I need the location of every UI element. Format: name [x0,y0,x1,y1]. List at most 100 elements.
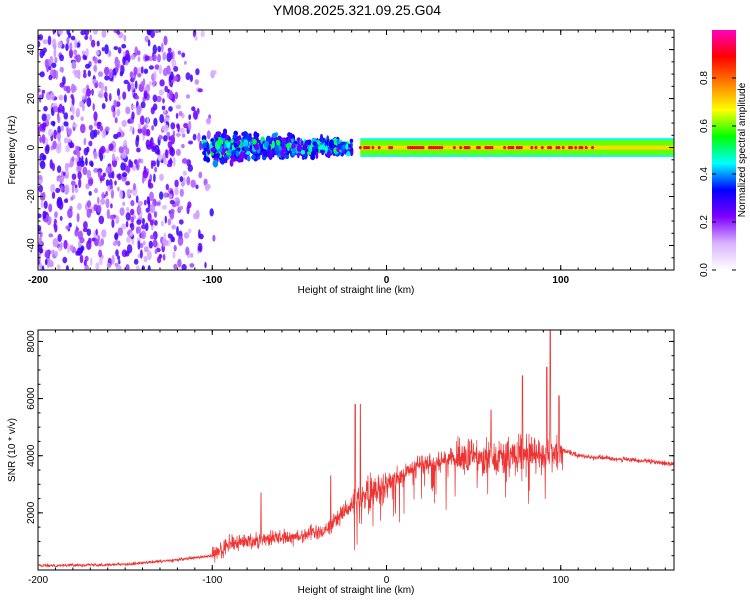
heatmap-cell [44,145,50,155]
heatmap-cell [38,174,43,180]
heatmap-cell [99,152,104,162]
heatmap-cell [114,262,119,267]
heatmap-cell [77,202,82,211]
heatmap-cell [150,106,155,115]
heatmap-cell [140,158,144,164]
heatmap-cell [92,30,99,35]
heatmap-cell [103,91,108,99]
heatmap-cell [320,137,326,144]
heatmap-cell [108,68,113,79]
heatmap-cell [415,146,419,150]
heatmap-cell [188,140,193,145]
heatmap-cell [101,191,105,200]
heatmap-cell [146,144,152,150]
heatmap-cell [132,165,137,172]
heatmap-cell [186,176,191,186]
heatmap-cell [252,139,257,145]
heatmap-cell [119,207,125,216]
heatmap-cell [42,154,47,161]
heatmap-cell [169,199,175,205]
heatmap-cell [146,30,152,36]
heatmap-cell [126,236,131,243]
heatmap-cell [161,204,167,210]
heatmap-cell [66,36,70,45]
heatmap-cell [146,116,149,124]
heatmap-cell [63,198,69,203]
heatmap-cell [271,133,277,138]
heatmap-cell [136,105,142,116]
heatmap-cell [110,189,114,199]
x-tick-label: 100 [552,275,569,286]
heatmap-cell [75,227,80,232]
heatmap-cell [106,208,110,219]
heatmap-cell [90,161,94,168]
heatmap-cell [175,104,182,110]
heatmap-cell [509,146,513,150]
heatmap-cell [123,139,128,147]
heatmap-cell [98,215,105,225]
heatmap-cell [96,40,100,47]
heatmap-cell [93,167,99,173]
heatmap-cell [189,263,195,268]
heatmap-cell [108,50,112,56]
heatmap-cell [93,151,98,160]
heatmap-cell [89,257,93,267]
heatmap-cell [65,225,70,230]
heatmap-cell [170,122,176,130]
heatmap-cell [139,115,145,125]
heatmap-cell [283,146,287,152]
heatmap-cell [129,71,134,79]
heatmap-cell [55,70,59,80]
heatmap-cell [109,93,112,102]
heatmap-cell [190,253,194,258]
heatmap-cell [137,127,143,134]
heatmap-cell [162,51,167,61]
heatmap-cell [390,146,394,150]
heatmap-cell [82,72,87,79]
heatmap-cell [104,66,110,76]
heatmap-cell [123,79,129,85]
heatmap-cell [210,138,215,143]
heatmap-cell [85,48,89,57]
heatmap-cell [478,146,481,150]
heatmap-cell [140,66,144,74]
heatmap-cell [125,106,131,115]
heatmap-cell [171,58,177,68]
heatmap-cell [83,259,87,267]
heatmap-cell [48,233,54,238]
heatmap-cell [143,246,149,253]
heatmap-cell [38,40,41,48]
heatmap-cell [163,239,169,247]
heatmap-cell [217,138,223,146]
heatmap-cell [130,82,135,92]
heatmap-cell [72,123,78,128]
heatmap-cell [76,213,80,223]
heatmap-cell [136,226,142,234]
heatmap-cell [99,125,104,132]
heatmap-cell [149,219,154,226]
heatmap-cell [549,146,552,150]
heatmap-cell [38,184,43,193]
heatmap-cell [287,132,292,138]
heatmap-cell [190,179,196,188]
colorbar-ticks: 0.0 0.2 0.4 0.6 0.8 [699,71,736,277]
heatmap-cell [118,259,121,265]
heatmap-cell [183,122,189,129]
spectrogram-frame [37,29,675,271]
heatmap-cell [101,30,107,38]
heatmap-cell [179,188,184,197]
heatmap-cell [53,105,59,113]
heatmap-cell [154,144,160,155]
heatmap-cell [96,130,100,135]
heatmap-cell [291,148,297,153]
heatmap-cell [42,122,47,128]
heatmap-cell [172,251,176,259]
heatmap-cell [187,120,192,131]
heatmap-cell [307,151,312,155]
heatmap-cell [459,146,463,150]
heatmap-cell [185,72,191,81]
heatmap-cell [517,146,521,150]
heatmap-cell [86,200,92,208]
heatmap-cell [53,48,57,58]
heatmap-cell [143,90,148,99]
